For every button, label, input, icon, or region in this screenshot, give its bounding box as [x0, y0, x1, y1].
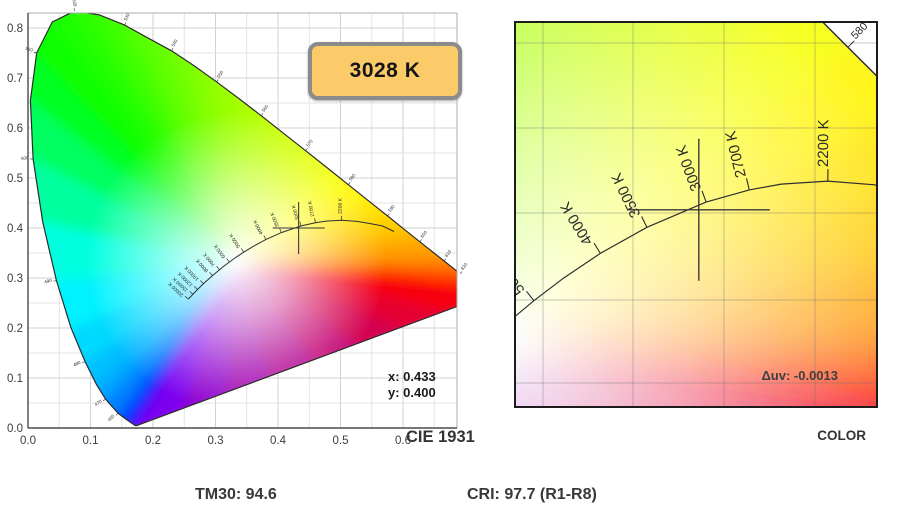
color-panel-border [514, 21, 878, 408]
wavelength-label: 490 [44, 278, 53, 285]
x-axis-tick-label: 0.0 [20, 435, 36, 447]
x-axis-tick-label: 0.1 [83, 435, 99, 447]
wavelength-label: 520 [72, 0, 78, 7]
y-axis-tick-label: 0.3 [7, 273, 23, 285]
x-axis-tick-label: 0.6 [395, 435, 411, 447]
wavelength-label: 470 [94, 398, 103, 407]
y-readout: y: 0.400 [388, 384, 436, 400]
planckian-locus [187, 219, 395, 300]
measurement-crosshair [272, 202, 325, 254]
y-axis-tick-label: 0.8 [7, 23, 23, 35]
wavelength-labels: 460 470 480 490 500 510 520 530 540 550 560 570 580 5… [21, 0, 469, 422]
wavelength-label: 500 [21, 155, 29, 161]
y-axis-tick-label: 0.5 [7, 173, 23, 185]
cct-badge: 3028 K [308, 42, 462, 100]
wavelength-label: 510 [25, 46, 34, 53]
wavelength-label: 570 [305, 138, 314, 147]
cri-value: CRI: 97.7 (R1-R8) [467, 486, 597, 503]
cct-label: 2700 K [307, 200, 316, 217]
y-axis-tick-label: 0.1 [7, 373, 23, 385]
wavelength-label: 600 [420, 229, 429, 238]
cct-value: 3028 K [349, 59, 421, 82]
wavelength-label: 610 [444, 249, 453, 258]
measurement-crosshair [627, 138, 770, 281]
x-readout: x: 0.433 [388, 369, 436, 384]
x-axis-tick-label: 0.3 [208, 435, 224, 447]
color-panel-caption: COLOR [817, 428, 866, 443]
y-axis-tick-label: 0.6 [7, 123, 23, 135]
wavelength-label: 620 [460, 262, 469, 271]
wavelength-label: 580 [348, 172, 357, 181]
x-axis-tick-label: 0.5 [333, 435, 349, 447]
x-axis-tick-label: 0.2 [145, 435, 161, 447]
y-axis-tick-label: 0.7 [7, 73, 23, 85]
xy-readout: x: 0.433 y: 0.400 [388, 369, 436, 400]
axis-tick-labels: 0.0 0.1 0.2 0.3 0.4 0.5 0.6 0.0 0.1 0.2 0.3 0.4 0.5 0… [7, 23, 411, 447]
wavelength-label: 480 [72, 360, 81, 368]
wavelength-label: 550 [216, 69, 225, 78]
wavelength-label: 530 [123, 12, 131, 21]
cct-label: 2200 K [338, 197, 344, 214]
wavelength-label: 590 [387, 204, 396, 213]
spectral-locus-outline [29, 13, 457, 427]
cct-label: 3500 K [269, 210, 281, 228]
grid-lines [515, 22, 877, 407]
planckian-locus [515, 180, 877, 318]
duv-readout: Δuv: -0.0013 [761, 368, 838, 383]
cct-label: 2200 K [815, 119, 832, 167]
y-axis-tick-label: 0.0 [7, 423, 23, 435]
y-axis-tick-label: 0.4 [7, 223, 24, 235]
y-axis-tick-label: 0.2 [7, 323, 23, 335]
wavelength-label: 540 [170, 38, 178, 47]
wavelength-label: 460 [107, 413, 116, 422]
wavelength-label: 560 [261, 103, 270, 112]
wavelength-label: 580 [849, 20, 870, 41]
x-axis-tick-label: 0.4 [270, 435, 287, 447]
cct-label: 3000 K [291, 203, 301, 221]
cie-1931-caption: CIE 1931 [406, 428, 475, 446]
tm30-value: TM30: 94.6 [195, 486, 277, 503]
